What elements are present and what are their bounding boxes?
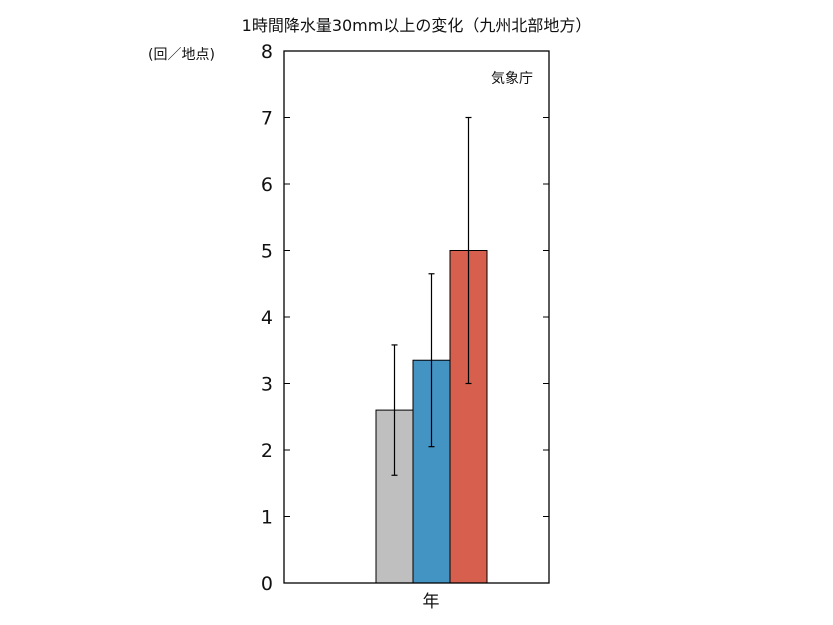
y-tick-label: 6 <box>261 174 273 196</box>
y-tick-label: 4 <box>261 307 273 329</box>
y-tick-label: 0 <box>261 573 273 595</box>
y-tick-label: 2 <box>261 440 273 462</box>
error-bars-layer <box>391 116 472 476</box>
error-bar-1 <box>428 273 435 448</box>
y-tick-label: 8 <box>261 41 273 63</box>
y-axis-label: (回／地点) <box>148 47 215 63</box>
source-annotation: 気象庁 <box>491 71 533 87</box>
chart-title: 1時間降水量30mm以上の変化（九州北部地方） <box>241 16 592 35</box>
y-tick-label: 1 <box>261 507 273 529</box>
x-axis-label: 年 <box>423 592 440 612</box>
y-tick-label: 7 <box>261 108 273 130</box>
error-bar-2 <box>465 116 472 385</box>
y-tick-label: 5 <box>261 241 273 263</box>
y-tick-label: 3 <box>261 374 273 396</box>
y-ticks-layer: 0 1 2 3 4 5 6 7 8 <box>261 41 549 595</box>
error-bar-0 <box>391 344 398 476</box>
